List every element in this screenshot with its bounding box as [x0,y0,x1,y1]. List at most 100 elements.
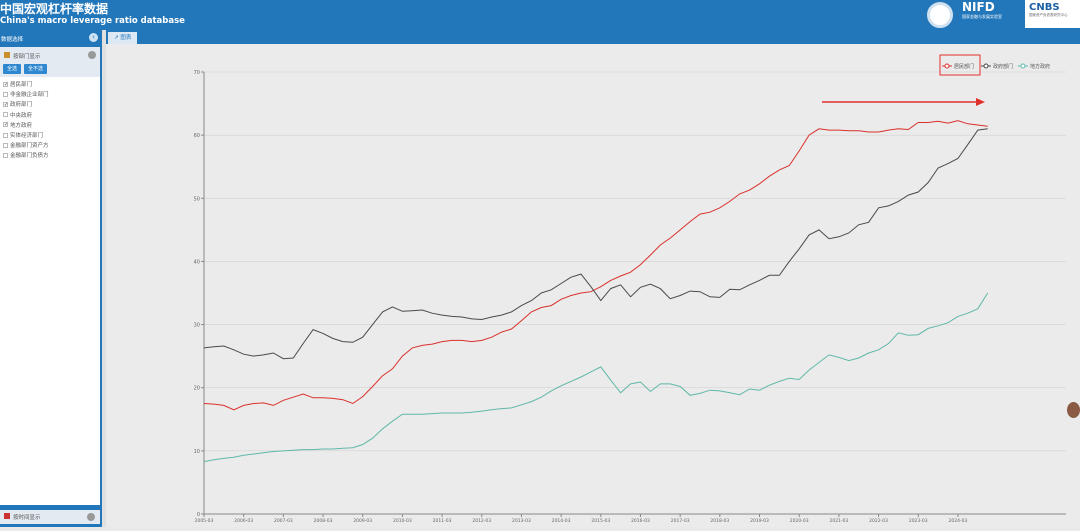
x-tick-label: 2024-03 [949,518,968,524]
checkbox-label: 居民部门 [10,82,33,89]
checkbox-label: 金融部门负债方 [10,153,49,160]
legend-marker-icon [944,63,950,69]
x-tick-label: 2014-03 [552,518,571,524]
y-tick-label: 60 [194,133,200,139]
sector-checkbox[interactable]: 非金融企业部门 [0,89,100,99]
select-all-button[interactable]: 全选 [3,64,22,74]
tab-label: 图表 [120,35,132,41]
legend-label: 政府部门 [993,63,1013,70]
legend-item[interactable]: 政府部门 [981,63,1013,70]
legend-marker-icon [983,63,989,69]
y-tick-label: 40 [194,259,200,265]
x-tick-label: 2019-03 [750,518,769,524]
checkbox-label: 金融部门资产方 [10,143,49,150]
checkbox-icon[interactable] [3,152,8,158]
x-tick-label: 2011-03 [433,518,452,524]
x-tick-label: 2023-03 [909,518,928,524]
line-chart: 0 10 20 30 40 50 60 70 2005-03 2006-03 2007-03 2008… [194,54,1066,524]
x-tick-label: 2015-03 [591,518,610,524]
sector-checkbox[interactable]: 中央政府 [0,110,100,120]
legend-item[interactable]: 地方政府 [1018,63,1050,70]
panel-title: 按部门显示 [13,54,41,60]
y-tick-label: 30 [194,323,200,329]
x-tick-label: 2016-03 [631,518,650,524]
x-tick-label: 2006-03 [234,518,253,524]
time-panel-header[interactable]: 按时间显示 [0,510,100,524]
tab-chart[interactable]: ↗ 图表 [108,32,138,44]
sector-checkbox[interactable]: 金融部门负债方 [0,150,100,160]
nifd-logo: NIFD 国家金融与发展实验室 [962,0,1002,20]
checkbox-icon[interactable] [3,142,8,148]
app-header: 中国宏观杠杆率数据 China's macro leverage ratio d… [0,0,1080,30]
checkbox-icon[interactable]: ✓ [3,101,9,108]
expand-icon[interactable] [87,513,95,521]
x-tick-label: 2017-03 [671,518,690,524]
x-tick-label: 2009-03 [353,518,372,524]
chart-icon: ↗ [114,35,121,41]
sector-checkbox[interactable]: ✓ 地方政府 [0,120,100,130]
sector-checkbox[interactable]: 实体经济部门 [0,130,100,140]
seal-logo-icon [927,2,953,28]
x-tick-label: 2008-03 [314,518,333,524]
chart-area: 0 10 20 30 40 50 60 70 2005-03 2006-03 2007-03 2008… [106,44,1080,527]
sector-panel: 按部门显示 全选 全不选 ✓ 居民部门 非金融企业部门 ✓ 政府部门 中央政府 ✓ 地方政府实… [0,47,100,505]
minimize-icon[interactable] [88,51,96,59]
sector-panel-header: 按部门显示 全选 全不选 [0,47,100,77]
x-tick-label: 2005-03 [195,518,214,524]
series-line-2 [203,292,989,463]
y-tick-label: 10 [194,449,200,455]
legend-label: 居民部门 [954,63,974,70]
cnbs-logo-subtitle: 国家资产负债表研究中心 [1029,13,1068,17]
sector-checkbox[interactable]: 金融部门资产方 [0,140,100,150]
sector-checkbox[interactable]: ✓ 政府部门 [0,99,100,109]
cnbs-logo-text: CNBS [1029,2,1060,13]
checkbox-icon[interactable]: ✓ [3,81,9,88]
tab-bar: ↗ 图表 [106,30,1080,44]
checkbox-label: 中央政府 [10,112,33,119]
sidebar: 数据选择 ‹ 按部门显示 全选 全不选 ✓ 居民部门 非金融企业部门 ✓ 政府部门 中央政… [0,30,102,527]
collapse-icon[interactable]: ‹ [89,33,98,42]
title-en: China's macro leverage ratio database [0,16,185,26]
series-line-1 [203,128,988,360]
cnbs-logo: CNBS 国家资产负债表研究中心 [1025,0,1080,28]
legend-label: 地方政府 [1030,63,1050,70]
select-none-button[interactable]: 全不选 [24,64,48,74]
sector-checkbox-list: ✓ 居民部门 非金融企业部门 ✓ 政府部门 中央政府 ✓ 地方政府 实体经济部门 金融部门资产方金… [0,77,100,161]
x-tick-label: 2010-03 [393,518,412,524]
checkbox-label: 政府部门 [10,102,33,109]
title-cn: 中国宏观杠杆率数据 [0,2,109,16]
avatar[interactable] [1067,402,1080,418]
checkbox-icon[interactable] [3,112,8,118]
y-tick-label: 20 [194,386,200,392]
legend-marker-icon [1020,63,1026,69]
checkbox-label: 地方政府 [10,122,33,129]
checkbox-label: 非金融企业部门 [10,92,49,99]
legend-item[interactable]: 居民部门 [942,63,974,70]
panel-icon [4,52,10,58]
x-tick-label: 2007-03 [274,518,293,524]
sector-checkbox[interactable]: ✓ 居民部门 [0,79,100,89]
checkbox-icon[interactable]: ✓ [3,122,9,129]
nifd-logo-text: NIFD [962,0,995,14]
x-tick-label: 2018-03 [710,518,729,524]
arrow-head-icon [976,98,985,106]
checkbox-label: 实体经济部门 [10,133,44,140]
x-tick-label: 2012-03 [472,518,491,524]
x-tick-label: 2022-03 [869,518,888,524]
x-tick-label: 2013-03 [512,518,531,524]
y-tick-label: 70 [194,70,200,76]
checkbox-icon[interactable] [3,132,8,138]
splitter-handle[interactable] [102,30,106,527]
y-tick-label: 50 [194,196,200,202]
x-tick-label: 2020-03 [790,518,809,524]
series-line-0 [203,120,988,411]
highlight-box [939,54,981,76]
calendar-icon [4,513,10,519]
y-tick-label: 0 [197,512,200,518]
x-tick-label: 2021-03 [829,518,848,524]
sidebar-header: 数据选择 ‹ [0,30,102,45]
time-panel-title: 按时间显示 [13,515,41,521]
sidebar-title: 数据选择 [1,37,24,43]
nifd-logo-subtitle: 国家金融与发展实验室 [962,14,1002,19]
checkbox-icon[interactable] [3,91,8,97]
